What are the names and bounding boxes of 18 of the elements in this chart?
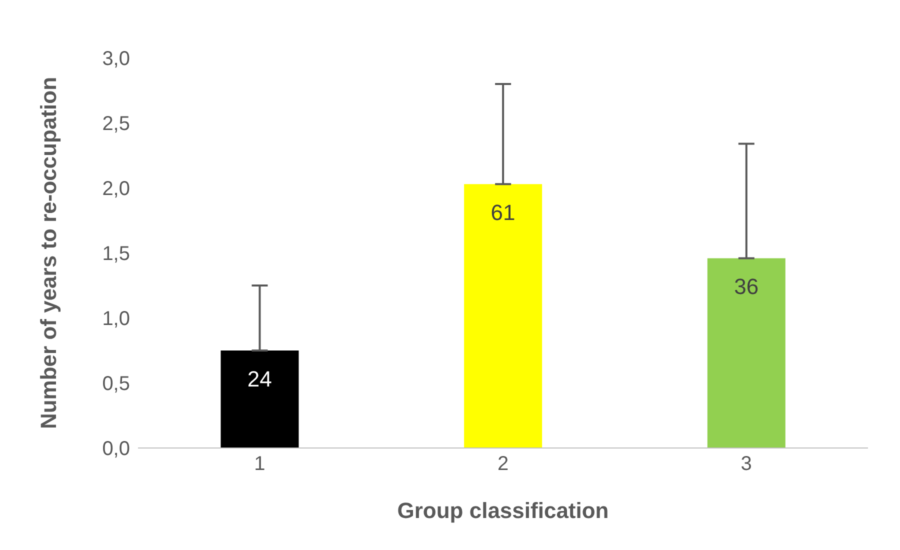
x-tick-label: 2 [497,453,509,476]
y-tick-label: 2,0 [102,178,130,200]
x-axis-title: Group classification [397,498,609,523]
y-tick-label: 2,5 [102,113,130,136]
x-tick-label: 1 [254,453,266,476]
y-tick-label: 0,0 [102,438,130,460]
y-tick-label: 0,5 [102,373,130,396]
bar [220,350,299,448]
bar [464,184,542,448]
bar [707,258,786,448]
annotation: 24 [247,366,272,392]
annotation: 61 [490,200,516,226]
x-tick-label: 3 [740,453,752,476]
y-tick-label: 1,0 [102,308,130,330]
annotation: 36 [734,274,759,300]
y-axis-title: Number of years to re-occupation [36,76,61,430]
y-tick-label: 3,0 [102,48,130,70]
y-tick-label: 1,5 [102,243,130,266]
